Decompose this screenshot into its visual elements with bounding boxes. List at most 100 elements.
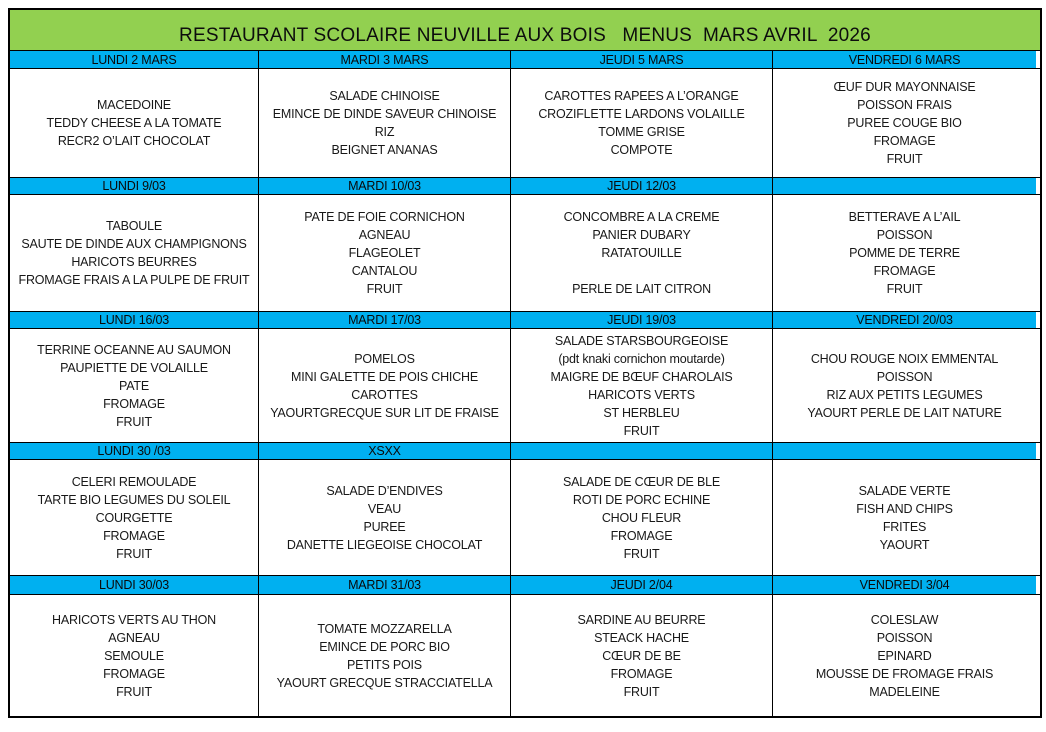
menu-content-row: TERRINE OCEANNE AU SAUMON PAUPIETTE DE VO… [10, 329, 1040, 443]
menu-item: AGNEAU [358, 228, 411, 242]
menu-item: MAIGRE DE BŒUF CHAROLAIS [550, 369, 733, 384]
menu-cell: TERRINE OCEANNE AU SAUMON PAUPIETTE DE VO… [10, 329, 259, 442]
page-title: RESTAURANT SCOLAIRE NEUVILLE AUX BOIS ME… [10, 10, 1040, 51]
menu-cell: MACEDOINE TEDDY CHEESE A LA TOMATE RECR2 O… [10, 69, 259, 177]
day-header-cell: VENDREDI 20/03 [773, 312, 1036, 328]
menu-cell: CONCOMBRE A LA CREME PANIER DUBARY RATATOU… [511, 195, 773, 311]
menu-item: ROTI DE PORC ECHINE [572, 492, 711, 507]
menu-item: SALADE VERTE [858, 483, 951, 498]
menu-item: CAROTTES RAPEES A L’ORANGE [544, 89, 739, 103]
menu-item: FRUIT [623, 423, 660, 438]
menu-item: MADELEINE [869, 684, 940, 699]
menu-item: MINI GALETTE DE POIS CHICHE [291, 369, 478, 384]
menu-item: CHOU FLEUR [601, 510, 682, 525]
day-header-cell: MARDI 31/03 [259, 576, 511, 594]
menu-content-row: HARICOTS VERTS AU THON AGNEAU SEMOULE FROMA… [10, 595, 1040, 716]
menu-item: SARDINE AU BEURRE [577, 612, 706, 627]
menu-cell: CAROTTES RAPEES A L’ORANGE CROZIFLETTE LA… [511, 69, 773, 177]
menu-item: PUREE COUGE BIO [847, 116, 962, 130]
day-header-cell: JEUDI 19/03 [511, 312, 773, 328]
menu-item: PAUPIETTE DE VOLAILLE [60, 360, 208, 375]
day-header-cell: LUNDI 9/03 [10, 178, 259, 194]
menu-item: YAOURT [879, 537, 930, 552]
menu-item: FRUIT [366, 282, 403, 296]
menu-item: CHOU ROUGE NOIX EMMENTAL [810, 351, 999, 366]
menu-item: EPINARD [877, 648, 932, 663]
day-header-cell: JEUDI 12/03 [511, 178, 773, 194]
menu-item: RIZ AUX PETITS LEGUMES [826, 387, 983, 402]
menu-item: EMINCE DE PORC BIO [319, 639, 450, 654]
menu-item: ŒUF DUR MAYONNAISE [833, 80, 976, 94]
menu-item: COMPOTE [610, 143, 673, 157]
day-header-cell: MARDI 10/03 [259, 178, 511, 194]
menu-item: VEAU [367, 501, 402, 516]
day-header-cell: MARDI 17/03 [259, 312, 511, 328]
menu-item: CAROTTES [351, 387, 418, 402]
menu-item: POISSON [876, 228, 933, 242]
menu-item: SAUTE DE DINDE AUX CHAMPIGNONS [21, 237, 247, 251]
menu-cell: SALADE D’ENDIVES VEAU PUREE DANETTE LIEGEOI… [259, 460, 511, 575]
menu-item: TOMME GRISE [598, 125, 685, 139]
menu-item: POISSON FRAIS [857, 98, 952, 112]
menu-item: FROMAGE [103, 396, 165, 411]
menu-item: FROMAGE [610, 666, 673, 681]
menu-item: SEMOULE [104, 648, 164, 663]
menu-item: FROMAGE [103, 666, 165, 681]
menu-item: CONCOMBRE A LA CREME [563, 210, 720, 224]
menu-item: FROMAGE [610, 528, 673, 543]
menu-cell: TABOULE SAUTE DE DINDE AUX CHAMPIGNONS HAR… [10, 195, 259, 311]
day-header-cell: VENDREDI 6 MARS [773, 51, 1036, 68]
menu-table-body: LUNDI 2 MARS MARDI 3 MARS JEUDI 5 MARS VEND… [10, 51, 1040, 716]
menu-item: COLESLAW [870, 612, 939, 627]
menu-cell: TOMATE MOZZARELLA EMINCE DE PORC BIO PETIT… [259, 595, 511, 716]
menu-item: TEDDY CHEESE A LA TOMATE [46, 116, 222, 130]
menu-item: FRUIT [116, 414, 152, 429]
menu-content-row: TABOULE SAUTE DE DINDE AUX CHAMPIGNONS HAR… [10, 195, 1040, 312]
menu-content-row: MACEDOINE TEDDY CHEESE A LA TOMATE RECR2 O… [10, 69, 1040, 178]
day-header-cell [511, 443, 773, 459]
menu-item: SALADE CHINOISE [329, 89, 440, 103]
menu-item: HARICOTS VERTS [588, 387, 695, 402]
menu-item: YAOURT GRECQUE STRACCIATELLA [276, 675, 493, 690]
day-header-row: LUNDI 16/03 MARDI 17/03 JEUDI 19/03 VENDRED… [10, 312, 1040, 329]
day-header-cell [773, 178, 1036, 194]
menu-item: FRUIT [116, 684, 152, 699]
menu-item: PUREE [363, 519, 406, 534]
menu-item: AGNEAU [108, 630, 160, 645]
menu-item: FRUIT [886, 152, 923, 166]
menu-cell: ŒUF DUR MAYONNAISE POISSON FRAIS PUREE COU… [773, 69, 1036, 177]
menu-item: RIZ [374, 125, 395, 139]
menu-item: YAOURT PERLE DE LAIT NATURE [807, 405, 1002, 420]
menu-item: CŒUR DE BE [602, 648, 681, 663]
menu-item: PATE DE FOIE CORNICHON [304, 210, 465, 224]
menu-item: HARICOTS BEURRES [71, 255, 197, 269]
menu-cell: CELERI REMOULADE TARTE BIO LEGUMES DU SOL… [10, 460, 259, 575]
menu-item: FISH AND CHIPS [856, 501, 953, 516]
day-header-cell: MARDI 3 MARS [259, 51, 511, 68]
menu-item: FROMAGE [873, 134, 936, 148]
menu-item: POMME DE TERRE [849, 246, 960, 260]
day-header-row: LUNDI 30 /03 XSXX [10, 443, 1040, 460]
menu-item: FRUIT [116, 546, 152, 561]
menu-item: EMINCE DE DINDE SAVEUR CHINOISE [272, 107, 497, 121]
menu-cell: COLESLAW POISSON EPINARD MOUSSE DE FROMAGE … [773, 595, 1036, 716]
menu-item: FRUIT [623, 546, 660, 561]
menu-item: PETITS POIS [347, 657, 422, 672]
menu-item: CANTALOU [351, 264, 418, 278]
menu-item: FRUIT [886, 282, 923, 296]
menu-item: PERLE DE LAIT CITRON [572, 282, 711, 296]
menu-item: (pdt knaki cornichon moutarde) [558, 351, 725, 366]
menu-item: TERRINE OCEANNE AU SAUMON [37, 342, 231, 357]
menu-table: RESTAURANT SCOLAIRE NEUVILLE AUX BOIS ME… [8, 8, 1042, 718]
menu-cell: CHOU ROUGE NOIX EMMENTAL POISSON RIZ AUX P… [773, 329, 1036, 442]
menu-item: MOUSSE DE FROMAGE FRAIS [815, 666, 994, 681]
menu-cell: PATE DE FOIE CORNICHON AGNEAU FLAGEOLET CAN… [259, 195, 511, 311]
menu-item: RATATOUILLE [601, 246, 682, 260]
menu-cell: SALADE STARSBOURGEOISE (pdt knaki cornich… [511, 329, 773, 442]
menu-item: COURGETTE [95, 510, 173, 525]
menu-item: TABOULE [105, 219, 163, 233]
menu-cell: SALADE CHINOISE EMINCE DE DINDE SAVEUR CH… [259, 69, 511, 177]
menu-item: FRITES [882, 519, 927, 534]
menu-content-row: CELERI REMOULADE TARTE BIO LEGUMES DU SOL… [10, 460, 1040, 576]
menu-item: RECR2 O’LAIT CHOCOLAT [57, 134, 211, 148]
